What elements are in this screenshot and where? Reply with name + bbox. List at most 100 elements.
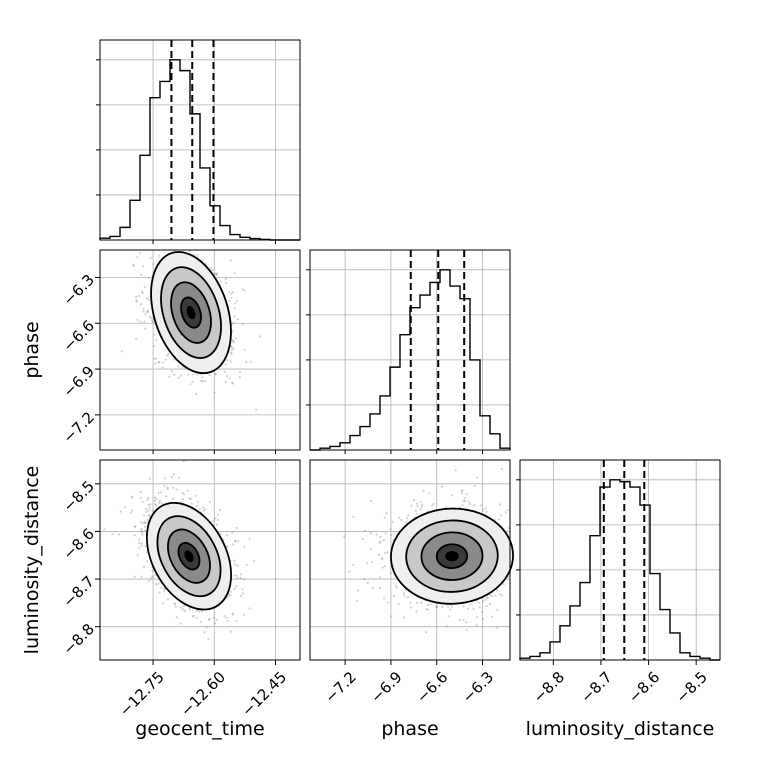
sample-point (233, 559, 236, 562)
sample-point (166, 487, 169, 491)
sample-point (235, 585, 238, 588)
sample-point (524, 550, 526, 552)
panel-frame (99, 39, 301, 241)
sample-point (172, 242, 174, 244)
sample-point (473, 484, 476, 487)
sample-point (136, 554, 139, 557)
sample-point (215, 273, 218, 276)
sample-point (490, 615, 494, 618)
sample-point (231, 531, 234, 534)
sample-point (225, 534, 229, 537)
sample-point (149, 256, 152, 259)
sample-point (524, 562, 526, 564)
sample-point (143, 521, 146, 524)
contour-line (170, 281, 212, 344)
sample-point (414, 509, 417, 512)
sample-point (219, 532, 222, 535)
sample-point (203, 631, 206, 634)
sample-point (478, 601, 481, 604)
sample-point (143, 285, 146, 288)
sample-point (445, 625, 448, 628)
sample-point (142, 307, 145, 310)
sample-point (231, 291, 234, 294)
sample-point (416, 502, 419, 505)
sample-point (465, 621, 468, 624)
sample-point (377, 553, 380, 557)
sample-point (229, 630, 233, 633)
sample-point (228, 593, 231, 596)
sample-point (378, 541, 381, 544)
sample-point (391, 520, 394, 523)
sample-point (504, 511, 507, 514)
sample-point (213, 622, 216, 625)
sample-point (190, 245, 192, 247)
sample-point (173, 602, 176, 605)
y-tick-label-luminosity-distance: −8.8 (60, 620, 98, 658)
sample-point (348, 570, 351, 573)
x-axis-label-geocent-time: geocent_time (135, 718, 264, 740)
sample-point (207, 638, 210, 641)
sample-point (133, 534, 136, 537)
sample-point (484, 598, 487, 602)
sample-point (239, 573, 243, 576)
histogram-geocent-time (99, 59, 300, 241)
sample-point (214, 373, 218, 376)
sample-point (119, 510, 122, 513)
sample-point (151, 575, 154, 578)
contour-line (145, 501, 232, 611)
sample-point (241, 323, 244, 326)
sample-point (202, 235, 204, 237)
sample-point (213, 391, 216, 394)
sample-point (238, 371, 242, 374)
sample-point (370, 499, 373, 502)
sample-point (139, 496, 143, 499)
sample-point (458, 619, 461, 622)
sample-point (235, 526, 238, 530)
sample-point (154, 247, 156, 249)
sample-point (204, 262, 207, 265)
sample-point (192, 614, 195, 617)
sample-point (352, 515, 355, 518)
sample-point (202, 509, 205, 512)
sample-point (506, 509, 510, 512)
sample-point (375, 533, 378, 536)
panel-frame (519, 459, 721, 661)
sample-point (140, 542, 143, 545)
sample-point (361, 537, 364, 541)
sample-point (463, 497, 466, 500)
sample-point (191, 615, 194, 618)
sample-point (202, 506, 205, 509)
x-tick-label-phase: −6.3 (459, 668, 497, 706)
sample-point (167, 352, 170, 356)
sample-point (378, 587, 381, 590)
sample-point (488, 602, 491, 606)
sample-point (386, 551, 389, 554)
sample-point (166, 598, 169, 601)
sample-point (135, 299, 138, 302)
sample-point (534, 539, 536, 541)
sample-point (363, 578, 366, 581)
sample-point (356, 599, 359, 603)
sample-point (175, 616, 178, 619)
sample-point (177, 376, 180, 379)
sample-point (468, 502, 472, 505)
sample-point (461, 504, 464, 507)
sample-point (225, 375, 228, 378)
sample-point (499, 503, 502, 506)
sample-point (201, 376, 204, 379)
sample-point (148, 509, 151, 512)
sample-point (248, 537, 251, 540)
sample-point (231, 543, 235, 546)
x-axis-label-phase: phase (381, 718, 438, 740)
sample-point (481, 611, 484, 614)
sample-point (147, 276, 150, 279)
x-tick-label-geocent-time: −12.60 (177, 668, 229, 720)
sample-point (249, 360, 252, 363)
sample-point (371, 586, 374, 589)
sample-point (204, 508, 207, 511)
y-tick-label-luminosity-distance: −8.5 (60, 477, 98, 515)
sample-point (485, 510, 488, 513)
sample-point (422, 489, 425, 492)
sample-point (441, 605, 444, 609)
sample-point (416, 505, 419, 508)
